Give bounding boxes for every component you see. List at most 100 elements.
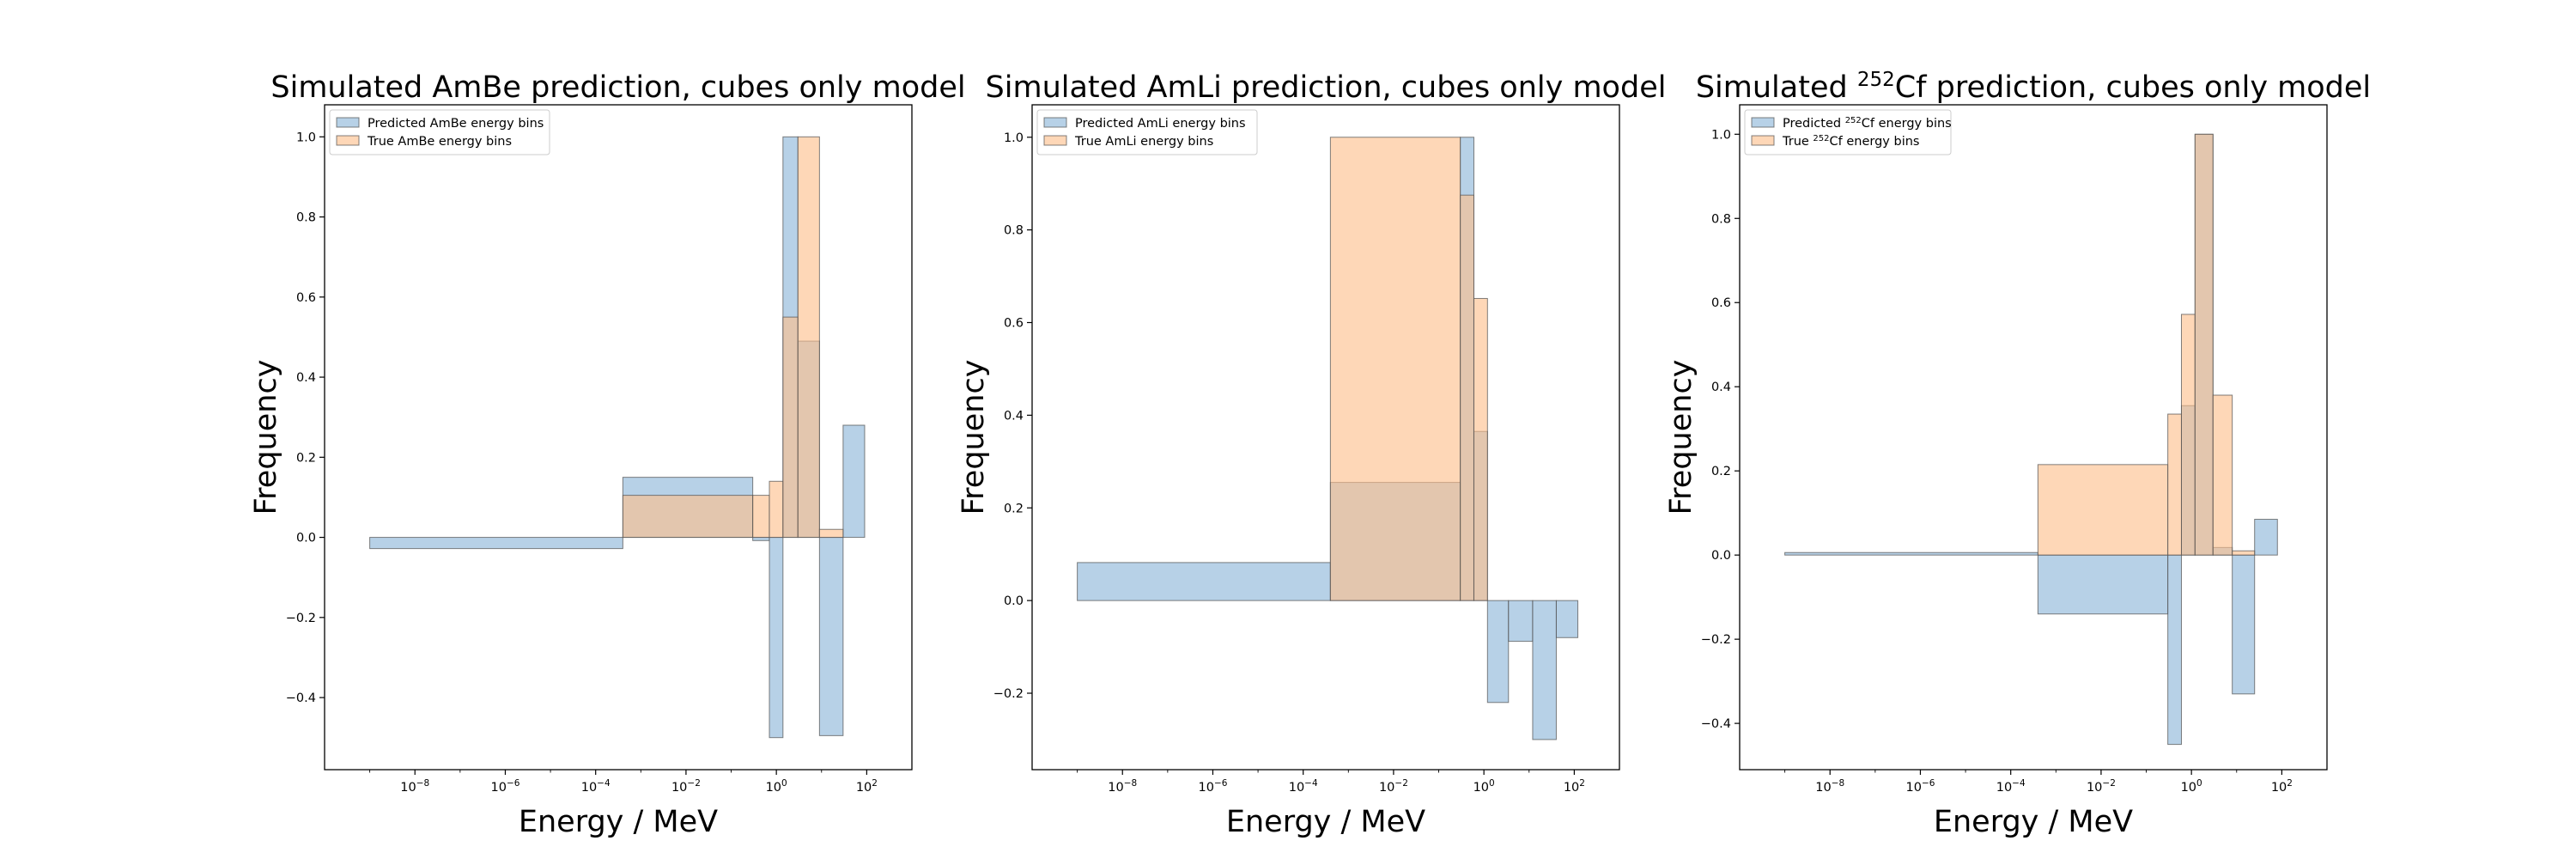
x-axis-label: Energy / MeV — [519, 805, 718, 839]
y-axis-label: Frequency — [249, 360, 283, 515]
chart-panel-2: −0.2 0.0 0.2 0.4 0.6 0.8 1.0 10−8 10−6 10−4 10−2 10… — [957, 70, 1666, 839]
legend-swatch — [1043, 117, 1067, 128]
bar-true-1 — [2037, 464, 2169, 556]
y-tick-label: −0.2 — [1701, 633, 1731, 647]
y-tick-label: 0.4 — [1711, 381, 1731, 394]
series-true — [2037, 133, 2256, 556]
x-tick-label: 10−6 — [1198, 778, 1227, 795]
x-tick-label: 10−6 — [490, 778, 519, 795]
chart-panel-1: −0.4 −0.2 0.0 0.2 0.4 0.6 0.8 1.0 10−8 10−6 10−4 10… — [249, 70, 966, 839]
x-tick-label: 102 — [856, 778, 878, 795]
bar-true-5 — [2212, 394, 2233, 556]
legend: Predicted AmBe energy bins True AmBe ener… — [329, 109, 550, 155]
y-tick-label: 1.0 — [296, 131, 316, 144]
bar-predicted-8 — [842, 424, 866, 539]
y-tick-label: 0.6 — [1711, 296, 1731, 310]
x-tick-label: 10−8 — [400, 778, 429, 795]
x-tick-label: 100 — [766, 778, 787, 795]
y-tick-label: 0.8 — [1004, 224, 1024, 238]
bar-true-3 — [769, 480, 784, 539]
legend-box — [1744, 109, 1952, 155]
bar-predicted-3 — [2167, 554, 2182, 746]
series-true — [1329, 137, 1488, 601]
bar-true-2 — [2167, 413, 2182, 556]
y-tick-label: 0.6 — [1004, 317, 1024, 331]
x-tick-label: 10−2 — [2087, 778, 2116, 795]
y-tick-label: 0.8 — [296, 211, 316, 225]
bar-true-3 — [2180, 314, 2196, 556]
y-tick-label: 0.0 — [1004, 594, 1024, 608]
series-predicted — [1077, 137, 1579, 740]
y-tick-label: −0.2 — [993, 687, 1024, 701]
legend: Predicted AmLi energy bins True AmLi ener… — [1036, 109, 1258, 155]
y-tick-label: 0.2 — [296, 451, 316, 465]
legend-label: Predicted AmBe energy bins — [368, 117, 544, 131]
bar-true-5 — [797, 136, 820, 539]
bar-predicted-8 — [1555, 600, 1579, 638]
y-tick-label: 0.8 — [1711, 212, 1731, 226]
y-tick-label: −0.4 — [286, 691, 316, 705]
bar-true-4 — [2194, 133, 2214, 556]
bar-predicted-4 — [769, 537, 784, 739]
x-tick-label: 10−2 — [1379, 778, 1408, 795]
bar-true-1 — [622, 495, 754, 539]
bar-true-2 — [752, 495, 770, 539]
y-tick-label: −0.4 — [1701, 717, 1731, 731]
bar-predicted-1 — [1077, 562, 1331, 601]
y-axis-label: Frequency — [957, 360, 991, 515]
bar-true-6 — [2232, 550, 2256, 556]
legend-label: True 252Cf energy bins — [1782, 134, 1919, 149]
legend: Predicted 252Cf energy bins True 252Cf en… — [1744, 109, 1952, 155]
x-axis-label: Energy / MeV — [1226, 805, 1425, 839]
bar-true-6 — [818, 528, 844, 539]
bar-predicted-7 — [1532, 600, 1557, 740]
legend-label: Predicted AmLi energy bins — [1075, 117, 1246, 131]
x-tick-label: 10−8 — [1108, 778, 1137, 795]
bar-true-2 — [1460, 194, 1474, 601]
chart-title: Simulated AmLi prediction, cubes only mo… — [986, 70, 1667, 105]
y-tick-label: 1.0 — [1004, 131, 1024, 145]
legend-label: True AmBe energy bins — [367, 135, 512, 149]
bar-predicted-1 — [1784, 551, 2038, 556]
chart-title: Simulated AmBe prediction, cubes only mo… — [270, 70, 965, 105]
chart-panel-3: −0.4 −0.2 0.0 0.2 0.4 0.6 0.8 1.0 10−8 10−6 10−4 10… — [1664, 69, 2371, 839]
legend-box — [1036, 109, 1258, 155]
legend-label: True AmLi energy bins — [1074, 135, 1213, 149]
x-tick-label: 10−2 — [671, 778, 701, 795]
y-tick-label: 0.2 — [1711, 465, 1731, 478]
bar-true-3 — [1473, 297, 1488, 601]
bar-predicted-7 — [818, 537, 844, 736]
y-tick-label: 0.0 — [296, 532, 316, 545]
y-tick-label: 1.0 — [1711, 128, 1731, 142]
axes-frame — [1739, 104, 2328, 771]
legend-label: Predicted 252Cf energy bins — [1783, 116, 1952, 131]
x-tick-label: 10−6 — [1905, 778, 1935, 795]
y-tick-label: 0.0 — [1711, 549, 1731, 563]
axes-frame — [324, 104, 913, 771]
legend-swatch — [336, 135, 360, 146]
bar-predicted-2 — [2037, 554, 2169, 615]
bar-predicted-5 — [1486, 600, 1510, 704]
x-tick-label: 10−4 — [1996, 778, 2026, 795]
x-axis-label: Energy / MeV — [1934, 805, 2133, 839]
legend-swatch — [1043, 135, 1067, 146]
x-tick-label: 100 — [2181, 778, 2202, 795]
chart-title: Simulated 252Cf prediction, cubes only m… — [1696, 69, 2371, 105]
axes-frame — [1031, 104, 1620, 771]
bar-true-1 — [1329, 137, 1461, 601]
x-tick-label: 10−4 — [1289, 778, 1318, 795]
bar-true-4 — [782, 316, 799, 539]
bar-predicted-7 — [2232, 554, 2256, 695]
y-tick-label: −0.2 — [286, 612, 316, 625]
x-tick-label: 102 — [1564, 778, 1585, 795]
y-tick-label: 0.4 — [296, 371, 316, 385]
x-tick-label: 102 — [2271, 778, 2293, 795]
y-tick-label: 0.4 — [1004, 409, 1024, 423]
y-tick-label: 0.2 — [1004, 502, 1024, 515]
x-tick-label: 10−8 — [1815, 778, 1844, 795]
bar-predicted-8 — [2254, 519, 2278, 556]
legend-swatch — [336, 117, 360, 128]
x-tick-label: 100 — [1473, 778, 1495, 795]
y-tick-label: 0.6 — [296, 291, 316, 305]
